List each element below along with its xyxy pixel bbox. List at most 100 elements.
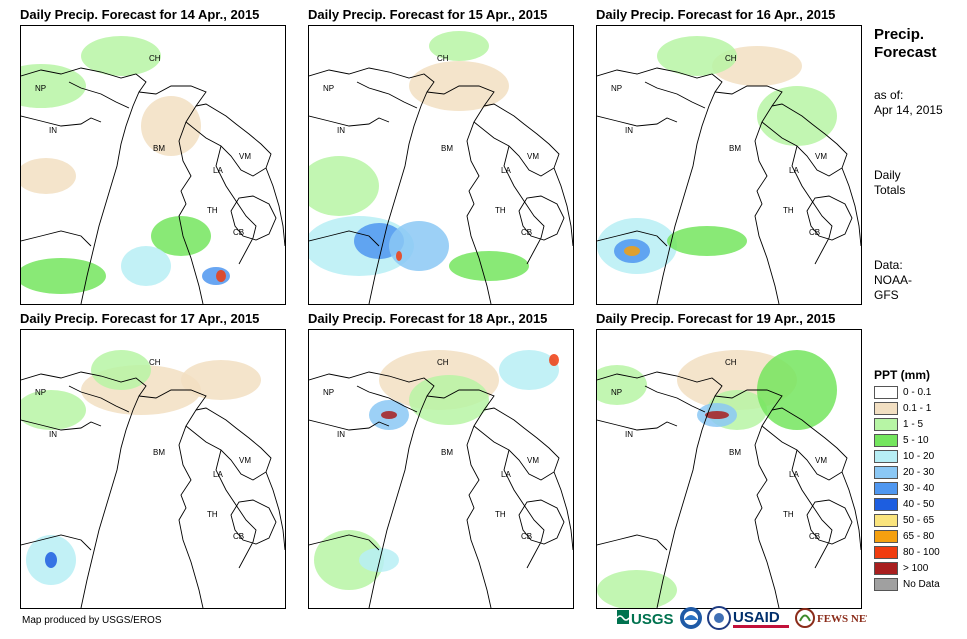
legend-item: 30 - 40 bbox=[874, 481, 964, 497]
forecast-panel-6: Daily Precip. Forecast for 19 Apr., 2015… bbox=[596, 309, 866, 609]
country-label-vm: VM bbox=[527, 152, 539, 161]
country-boundary bbox=[518, 195, 565, 241]
commerce-seal-logo bbox=[707, 604, 731, 634]
legend-swatch bbox=[874, 434, 898, 447]
forecast-panel-1: Daily Precip. Forecast for 14 Apr., 2015… bbox=[20, 5, 290, 305]
totals-line2: Totals bbox=[874, 183, 906, 197]
country-boundary bbox=[597, 371, 723, 608]
country-label-ch: CH bbox=[725, 358, 737, 367]
country-boundary bbox=[761, 407, 848, 481]
country-label-ch: CH bbox=[725, 54, 737, 63]
precip-area bbox=[121, 246, 171, 286]
country-label-cb: CB bbox=[809, 532, 821, 541]
country-label-np: NP bbox=[611, 388, 623, 397]
country-label-ch: CH bbox=[149, 358, 161, 367]
country-label-np: NP bbox=[323, 84, 335, 93]
legend-swatch bbox=[874, 418, 898, 431]
side-info: Precip. Forecast bbox=[874, 26, 937, 62]
precip-area bbox=[705, 411, 729, 419]
country-boundary bbox=[309, 115, 390, 127]
usgs-logo: USGS bbox=[616, 604, 679, 634]
legend-range-label: 20 - 30 bbox=[903, 467, 935, 478]
country-label-th: TH bbox=[495, 510, 506, 519]
legend-range-label: 30 - 40 bbox=[903, 483, 935, 494]
legend-swatch bbox=[874, 466, 898, 479]
country-label-th: TH bbox=[783, 510, 794, 519]
legend-item: 40 - 50 bbox=[874, 497, 964, 513]
country-boundary bbox=[265, 167, 285, 247]
legend-swatch bbox=[874, 498, 898, 511]
country-boundary bbox=[230, 499, 277, 545]
precip-area bbox=[657, 36, 737, 76]
legend-range-label: 0 - 0.1 bbox=[903, 387, 932, 398]
precip-area bbox=[597, 365, 647, 405]
country-label-la: LA bbox=[789, 470, 799, 479]
country-boundary bbox=[230, 195, 277, 241]
country-boundary bbox=[503, 449, 545, 569]
map-canvas bbox=[21, 26, 285, 304]
legend-range-label: 10 - 20 bbox=[903, 451, 935, 462]
country-label-th: TH bbox=[207, 510, 218, 519]
noaa-logo bbox=[679, 604, 703, 634]
country-label-th: TH bbox=[207, 206, 218, 215]
legend-swatch bbox=[874, 402, 898, 415]
country-boundary bbox=[841, 167, 861, 247]
usgs-logo-text: USGS bbox=[631, 611, 674, 628]
panel-title: Daily Precip. Forecast for 19 Apr., 2015 bbox=[596, 311, 836, 326]
precip-area bbox=[499, 350, 559, 390]
country-label-vm: VM bbox=[239, 456, 251, 465]
country-label-in: IN bbox=[625, 430, 633, 439]
precip-area bbox=[597, 570, 677, 608]
panel-title: Daily Precip. Forecast for 18 Apr., 2015 bbox=[308, 311, 548, 326]
country-label-ch: CH bbox=[437, 54, 449, 63]
country-label-la: LA bbox=[501, 166, 511, 175]
country-label-vm: VM bbox=[527, 456, 539, 465]
legend-range-label: 40 - 50 bbox=[903, 499, 935, 510]
precip-area bbox=[757, 86, 837, 146]
country-label-bm: BM bbox=[153, 448, 165, 457]
panel-title: Daily Precip. Forecast for 16 Apr., 2015 bbox=[596, 7, 836, 22]
country-label-cb: CB bbox=[521, 228, 533, 237]
precip-map: CH NP IN BM VM LA TH CB bbox=[596, 25, 862, 305]
legend-item: No Data bbox=[874, 577, 964, 593]
country-boundary bbox=[185, 407, 272, 481]
map-canvas bbox=[309, 330, 573, 608]
country-boundary bbox=[761, 103, 848, 177]
country-label-la: LA bbox=[213, 470, 223, 479]
country-boundary bbox=[309, 67, 435, 304]
country-boundary bbox=[309, 230, 380, 247]
precip-area bbox=[381, 411, 397, 419]
legend-range-label: 0.1 - 1 bbox=[903, 403, 932, 414]
legend-item: 0.1 - 1 bbox=[874, 401, 964, 417]
country-boundary bbox=[841, 471, 861, 551]
country-boundary bbox=[597, 115, 678, 127]
precip-area bbox=[91, 350, 151, 390]
precip-map: CH NP IN BM VM LA TH CB bbox=[20, 329, 286, 609]
country-boundary bbox=[644, 81, 706, 109]
data-source-block: Data: NOAA- GFS bbox=[874, 258, 912, 303]
country-boundary bbox=[806, 499, 853, 545]
country-boundary bbox=[426, 85, 495, 304]
legend-item: > 100 bbox=[874, 561, 964, 577]
credit-text: Map produced by USGS/EROS bbox=[22, 615, 162, 626]
precip-area bbox=[624, 246, 640, 256]
legend-item: 20 - 30 bbox=[874, 465, 964, 481]
country-boundary bbox=[644, 385, 706, 413]
legend-range-label: No Data bbox=[903, 579, 940, 590]
country-boundary bbox=[356, 81, 418, 109]
country-boundary bbox=[138, 389, 207, 608]
panel-title: Daily Precip. Forecast for 17 Apr., 2015 bbox=[20, 311, 260, 326]
legend-swatch bbox=[874, 562, 898, 575]
country-label-np: NP bbox=[35, 84, 47, 93]
country-boundary bbox=[473, 407, 560, 481]
asof-block: as of: Apr 14, 2015 bbox=[874, 88, 943, 118]
country-boundary bbox=[265, 471, 285, 551]
legend-title: PPT (mm) bbox=[874, 368, 931, 382]
country-label-bm: BM bbox=[441, 448, 453, 457]
country-boundary bbox=[68, 81, 130, 109]
precip-area bbox=[81, 36, 161, 76]
usaid-logo: USAID bbox=[733, 604, 795, 634]
precip-area bbox=[667, 226, 747, 256]
country-label-vm: VM bbox=[815, 152, 827, 161]
legend-item: 65 - 80 bbox=[874, 529, 964, 545]
